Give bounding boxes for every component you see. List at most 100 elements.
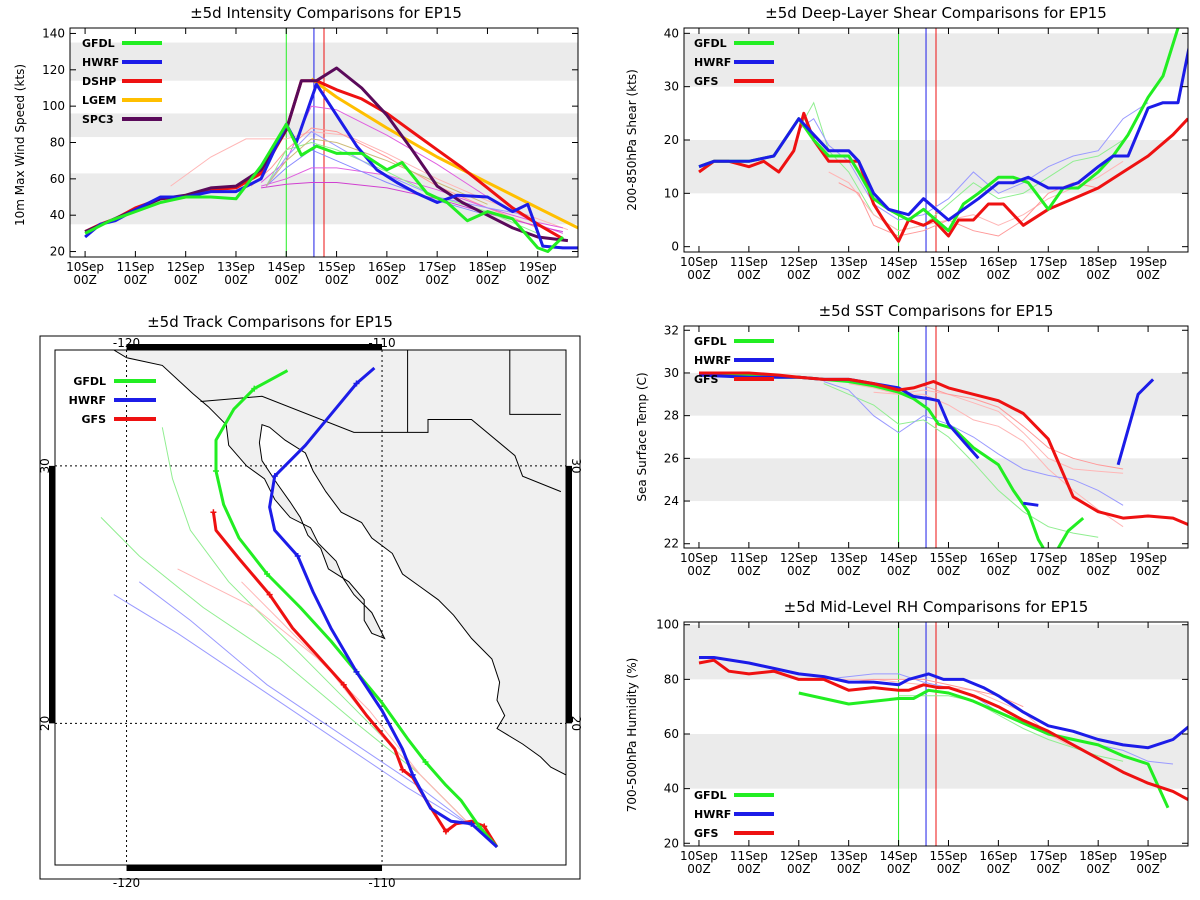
track-position-marker (266, 591, 273, 598)
x-tick-label: 00Z (1136, 564, 1160, 578)
x-tick-label: 00Z (425, 273, 449, 287)
track-position-marker (476, 823, 483, 830)
ensemble-member-line (898, 385, 1124, 470)
x-tick-label: 15Sep (930, 849, 968, 863)
y-tick-label: 20 (50, 245, 65, 259)
track-position-marker (271, 473, 278, 480)
x-tick-label: 13Sep (217, 260, 255, 274)
chart-title: ±5d Mid-Level RH Comparisons for EP15 (784, 598, 1089, 616)
series-line-hwrf (699, 656, 1188, 750)
track-position-marker (294, 553, 301, 559)
x-tick-label: 00Z (73, 273, 97, 287)
y-tick-label: 80 (50, 136, 65, 150)
longitude-label: -120 (113, 876, 140, 890)
y-tick-label: 32 (664, 323, 679, 337)
latitude-label: 30 (569, 458, 583, 473)
map-area (55, 350, 566, 865)
legend-label: GFDL (694, 335, 727, 348)
sst-chart: ±5d SST Comparisons for EP15 Sea Surface… (635, 302, 1189, 578)
ensemble-member-line (265, 138, 488, 205)
y-tick-label: 80 (664, 672, 679, 686)
plot-frame (683, 325, 1189, 549)
y-tick-label: 28 (664, 409, 679, 423)
x-tick-label: 00Z (937, 564, 961, 578)
legend-label: GFDL (82, 37, 115, 50)
x-tick-label: 18Sep (1079, 551, 1117, 565)
y-tick-label: 30 (664, 80, 679, 94)
x-tick-label: 19Sep (519, 260, 557, 274)
y-tick-label: 0 (671, 240, 679, 254)
x-tick-label: 00Z (687, 862, 711, 876)
ensemble-member-line (848, 383, 1124, 474)
chart-title: ±5d SST Comparisons for EP15 (819, 302, 1054, 320)
x-tick-label: 00Z (737, 268, 761, 282)
series-line-gfdl (698, 28, 1180, 233)
track-position-marker (210, 509, 217, 516)
y-axis-label: 10m Max Wind Speed (kts) (13, 64, 27, 226)
x-tick-label: 00Z (1086, 862, 1110, 876)
x-tick-label: 00Z (737, 564, 761, 578)
y-tick-label: 140 (42, 26, 65, 40)
y-tick-label: 100 (42, 99, 65, 113)
track-line-gfdl (214, 369, 499, 848)
x-tick-label: 00Z (1136, 268, 1160, 282)
legend-label: GFS (694, 75, 719, 88)
x-tick-label: 13Sep (830, 551, 868, 565)
y-tick-label: 120 (42, 63, 65, 77)
track-position-marker (353, 380, 360, 387)
legend-label: HWRF (694, 808, 731, 821)
x-tick-label: 00Z (937, 862, 961, 876)
latitude-label: 20 (38, 716, 52, 731)
series-line-hwrf (84, 82, 578, 250)
y-tick-label: 60 (664, 727, 679, 741)
x-tick-label: 10Sep (680, 849, 718, 863)
y-tick-label: 30 (664, 366, 679, 380)
x-tick-label: 17Sep (418, 260, 456, 274)
x-tick-label: 12Sep (780, 255, 818, 269)
track-position-marker (353, 668, 360, 675)
x-tick-label: 16Sep (979, 849, 1017, 863)
x-tick-label: 00Z (124, 273, 148, 287)
x-tick-label: 12Sep (780, 849, 818, 863)
x-tick-label: 18Sep (1079, 255, 1117, 269)
track-position-marker (212, 468, 219, 475)
ensemble-member-line (823, 383, 1099, 538)
series-line-lgem (310, 77, 578, 230)
legend-label: GFDL (73, 375, 106, 388)
x-tick-label: 00Z (1037, 564, 1061, 578)
x-tick-label: 00Z (325, 273, 349, 287)
x-tick-label: 00Z (687, 268, 711, 282)
ensemble-member-line (838, 182, 1099, 237)
legend-label: GFDL (694, 37, 727, 50)
legend-label: GFDL (694, 789, 727, 802)
chart-title: ±5d Track Comparisons for EP15 (147, 313, 393, 331)
y-tick-label: 22 (664, 537, 679, 551)
track-position-marker (340, 681, 347, 688)
x-tick-label: 00Z (837, 862, 861, 876)
x-tick-label: 19Sep (1129, 849, 1167, 863)
x-tick-label: 00Z (887, 268, 911, 282)
state-border (407, 350, 561, 433)
ensemble-member-line (265, 149, 488, 216)
x-tick-label: 11Sep (116, 260, 154, 274)
x-tick-label: 13Sep (830, 255, 868, 269)
x-tick-label: 00Z (1037, 268, 1061, 282)
x-tick-label: 19Sep (1129, 255, 1167, 269)
y-tick-label: 24 (664, 494, 679, 508)
series-line-gfs (699, 371, 1188, 526)
frame-scale-bar (126, 865, 383, 871)
legend-label: HWRF (82, 56, 119, 69)
x-tick-label: 14Sep (880, 551, 918, 565)
x-tick-label: 12Sep (167, 260, 205, 274)
x-tick-label: 00Z (375, 273, 399, 287)
x-tick-label: 00Z (174, 273, 198, 287)
x-tick-label: 11Sep (730, 551, 768, 565)
y-tick-label: 100 (656, 618, 679, 632)
legend-label: GFS (82, 413, 107, 426)
x-tick-label: 00Z (787, 862, 811, 876)
x-tick-label: 10Sep (680, 255, 718, 269)
series-line-hwrf_b (1023, 501, 1039, 507)
longitude-label: -110 (368, 336, 395, 350)
ensemble-member-line (250, 127, 538, 229)
x-tick-label: 00Z (275, 273, 299, 287)
